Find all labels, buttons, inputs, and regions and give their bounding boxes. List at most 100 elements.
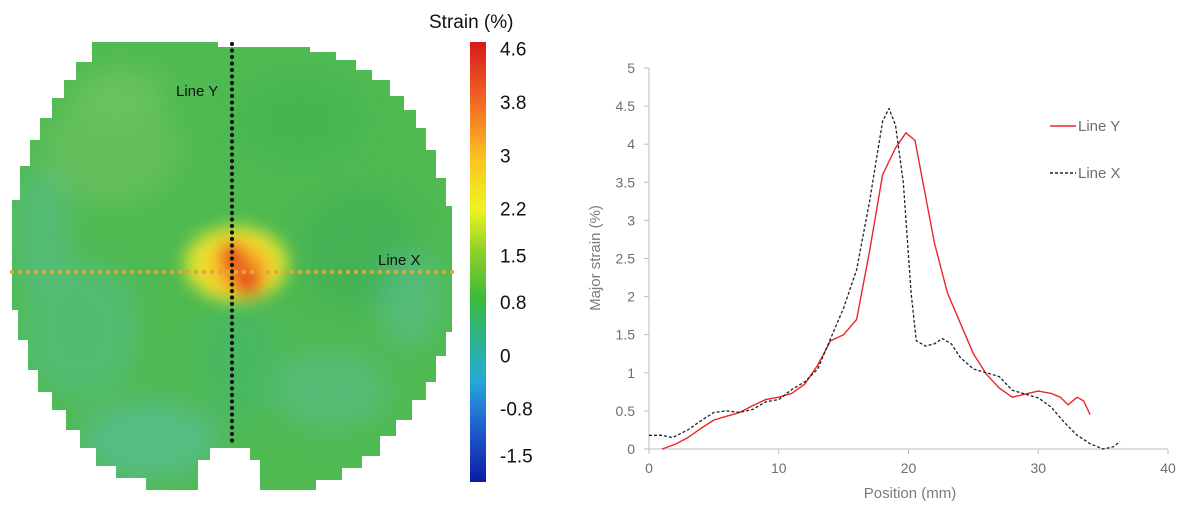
line-x-dot	[353, 269, 359, 275]
line-x-dot	[313, 269, 319, 275]
y-tick-label: 0	[627, 441, 635, 457]
line-x-dot	[409, 269, 415, 275]
line-y-dot	[229, 425, 235, 430]
line-x-dot	[401, 269, 407, 275]
line-x-dot	[297, 269, 303, 275]
line-y-dot	[229, 171, 235, 177]
line-y-dot	[229, 360, 235, 365]
line-y-dot	[229, 431, 235, 437]
line-y-dot	[229, 132, 235, 138]
y-tick-label: 5	[627, 60, 635, 76]
line-plot-panel: 0 0.5 1 1.5 2 2.5 3 3.5 4 4.5 5 0 10 20 30 40 Position …	[560, 0, 1191, 509]
line-x-dot	[57, 269, 63, 275]
line-y-dot	[229, 418, 235, 424]
y-tick-label: 3.5	[616, 174, 636, 190]
line-y-dot	[229, 249, 235, 255]
line-y-dot	[229, 48, 235, 53]
line-x-dot	[281, 269, 287, 275]
x-tick-label: 40	[1160, 460, 1176, 476]
line-y-dot	[229, 334, 235, 339]
line-x-dot	[17, 269, 23, 275]
line-y-dot	[229, 256, 235, 261]
line-y-dot	[229, 386, 235, 391]
line-y-dot	[229, 210, 235, 216]
line-x-dot	[345, 269, 351, 275]
line-x-dot	[169, 269, 175, 275]
line-y-dot	[229, 269, 235, 274]
line-x-dot	[97, 269, 103, 275]
line-x-dot	[193, 269, 199, 275]
line-x-dot	[113, 269, 119, 275]
colorbar-tick-label: 1.5	[500, 246, 526, 267]
line-x-dot	[249, 269, 255, 275]
line-y-dot	[229, 165, 235, 170]
line-y-dot	[229, 204, 235, 209]
line-y-dot	[229, 236, 235, 242]
legend-label: Line X	[1078, 165, 1121, 182]
line-x-dot	[425, 269, 431, 275]
line-x-dot	[25, 269, 31, 275]
line-y-dot	[229, 438, 235, 443]
line-y-dot	[229, 67, 235, 73]
line-y-dot	[229, 288, 235, 294]
line-x-dot	[441, 269, 447, 275]
x-tick-label: 30	[1030, 460, 1046, 476]
y-tick-label: 0.5	[616, 403, 636, 419]
series-line-x	[649, 107, 1121, 450]
line-x-dot	[9, 269, 15, 275]
x-tick-label: 20	[901, 460, 917, 476]
line-y-dot	[229, 178, 235, 183]
y-tick-label: 1	[627, 365, 635, 381]
line-x-marker	[9, 269, 455, 275]
line-y-dot	[229, 308, 235, 313]
line-x-dot	[49, 269, 55, 275]
legend: Line Y Line X	[1050, 118, 1121, 182]
line-x-dot	[377, 269, 383, 275]
line-y-dot	[229, 158, 235, 164]
line-x-dot	[305, 269, 311, 275]
line-y-dot	[229, 145, 235, 151]
line-x-dot	[433, 269, 439, 275]
line-y-dot	[229, 412, 235, 417]
line-y-dot	[229, 217, 235, 222]
colorbar-tick-label: 2.2	[500, 200, 526, 221]
line-x-dot	[321, 269, 327, 275]
line-x-dot	[161, 269, 167, 275]
line-x-dot	[257, 269, 263, 275]
line-x-dot	[33, 269, 39, 275]
line-x-dot	[65, 269, 71, 275]
line-x-dot	[417, 269, 423, 275]
line-y-dot	[229, 74, 235, 79]
line-x-dot	[89, 269, 95, 275]
line-x-dot	[449, 269, 455, 275]
legend-label: Line Y	[1078, 118, 1120, 135]
line-y-dot	[229, 275, 235, 281]
line-x-dot	[217, 269, 223, 275]
x-axis-label: Position (mm)	[864, 485, 957, 502]
line-x-dot	[153, 269, 159, 275]
line-x-dot	[225, 269, 231, 275]
colorbar-ticks: 4.6 3.8 3 2.2 1.5 0.8 0 -0.8 -1.5	[500, 40, 533, 468]
line-y-dot	[229, 197, 235, 203]
line-x-dot	[105, 269, 111, 275]
line-x-dot	[41, 269, 47, 275]
line-y-dot	[229, 327, 235, 333]
line-x-dot	[385, 269, 391, 275]
line-y-dot	[229, 152, 235, 157]
colorbar	[470, 42, 486, 482]
line-y-dot	[229, 282, 235, 287]
line-x-dot	[73, 269, 79, 275]
line-y-dot	[229, 54, 235, 60]
line-y-dot	[229, 379, 235, 385]
colorbar-tick-label: -1.5	[500, 446, 533, 467]
line-x-dot	[361, 269, 367, 275]
plot-axes: 0 0.5 1 1.5 2 2.5 3 3.5 4 4.5 5 0 10 20 30 40	[616, 60, 1176, 476]
line-x-dot	[273, 269, 279, 275]
colorbar-tick-label: 4.6	[500, 40, 526, 61]
line-y-dot	[229, 392, 235, 398]
colorbar-tick-label: 0.8	[500, 293, 526, 314]
y-tick-label: 3	[627, 212, 635, 228]
line-y-label: Line Y	[176, 83, 218, 100]
colorbar-tick-label: 0	[500, 346, 511, 367]
line-y-dot	[229, 106, 235, 112]
